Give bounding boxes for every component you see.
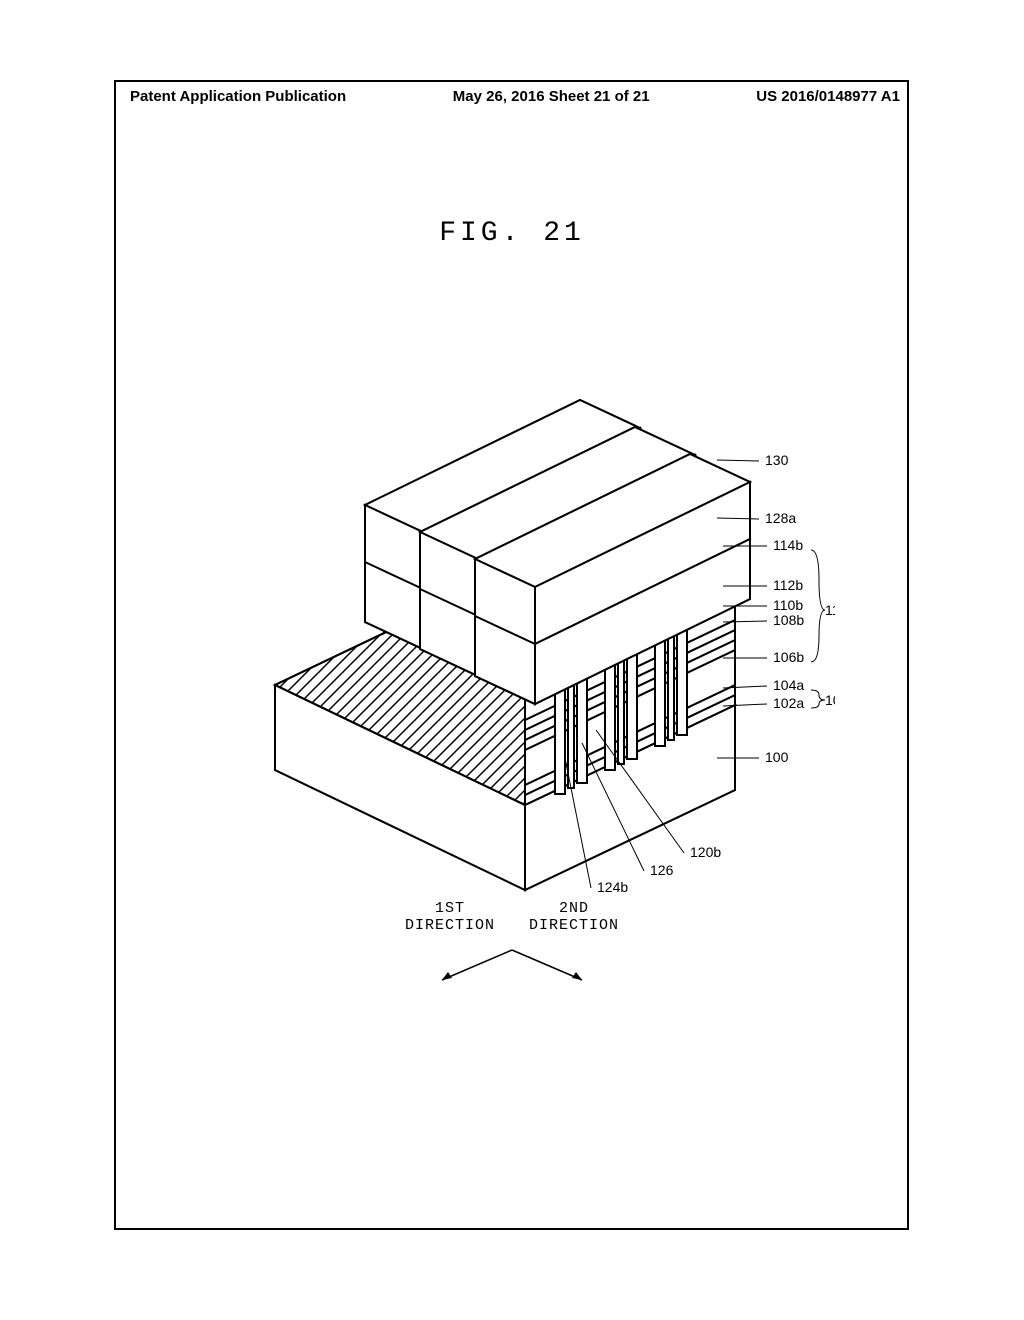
page-header: Patent Application Publication May 26, 2… (130, 88, 900, 105)
header-left: Patent Application Publication (130, 88, 346, 105)
header-right: US 2016/0148977 A1 (756, 88, 900, 105)
header-center: May 26, 2016 Sheet 21 of 21 (453, 88, 650, 105)
ref-label: 106b (773, 649, 804, 665)
ref-label: 120b (690, 844, 721, 860)
ref-label: 102a (773, 695, 804, 711)
ref-label: 124b (597, 879, 628, 895)
ref-label: 126 (650, 862, 674, 878)
ref-label: 108b (773, 612, 804, 628)
second-direction-label: 2ND DIRECTION (529, 900, 619, 934)
ref-label: 110b (773, 597, 803, 613)
figure-title: FIG. 21 (0, 218, 1024, 249)
ref-label: 112b (773, 577, 803, 593)
figure-drawing: 130 128a 114b 112b 110b108b 106b 104a 102a 100 12… (245, 350, 835, 970)
ref-label: 130 (765, 452, 789, 468)
first-direction-label: 1ST DIRECTION (405, 900, 495, 934)
ref-label: 114b (773, 537, 803, 553)
ref-label: 100 (765, 749, 789, 765)
direction-arrows-icon (0, 945, 1024, 990)
group-ref-label: 103 (825, 692, 835, 708)
direction-labels: 1ST DIRECTION 2ND DIRECTION (0, 900, 1024, 934)
ref-label: 128a (765, 510, 796, 526)
group-ref-label: 115 (825, 602, 835, 618)
ref-label: 104a (773, 677, 804, 693)
